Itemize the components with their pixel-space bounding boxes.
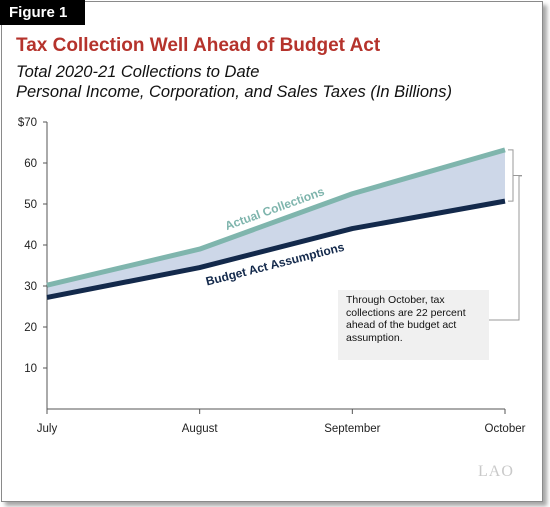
- x-tick-label: August: [182, 423, 219, 435]
- y-tick-label: 10: [24, 363, 37, 375]
- chart-title: Tax Collection Well Ahead of Budget Act: [16, 35, 381, 56]
- x-tick-label: September: [324, 423, 380, 435]
- y-tick-label: 60: [24, 158, 37, 170]
- y-tick-label: 20: [24, 322, 37, 334]
- bracket-leader-line: [478, 175, 522, 321]
- y-tick-label: $70: [18, 117, 37, 129]
- annotation-box: Through October, tax collections are 22 …: [338, 290, 489, 360]
- y-tick-label: 30: [24, 281, 37, 293]
- lao-logo: LAO: [478, 463, 514, 480]
- x-tick-label: July: [37, 423, 58, 435]
- y-tick-label: 50: [24, 199, 37, 211]
- subtitle-line-1: Total 2020-21 Collections to Date: [16, 63, 260, 81]
- x-tick-label: October: [485, 423, 526, 435]
- budget-act-line: [46, 198, 506, 300]
- figure-label: Figure 1: [0, 0, 86, 25]
- y-tick-label: 40: [24, 240, 37, 252]
- chart-subtitle: Total 2020-21 Collections to Date Person…: [16, 62, 452, 102]
- subtitle-line-2: Personal Income, Corporation, and Sales …: [16, 83, 452, 101]
- actual-collections-line: [46, 147, 506, 288]
